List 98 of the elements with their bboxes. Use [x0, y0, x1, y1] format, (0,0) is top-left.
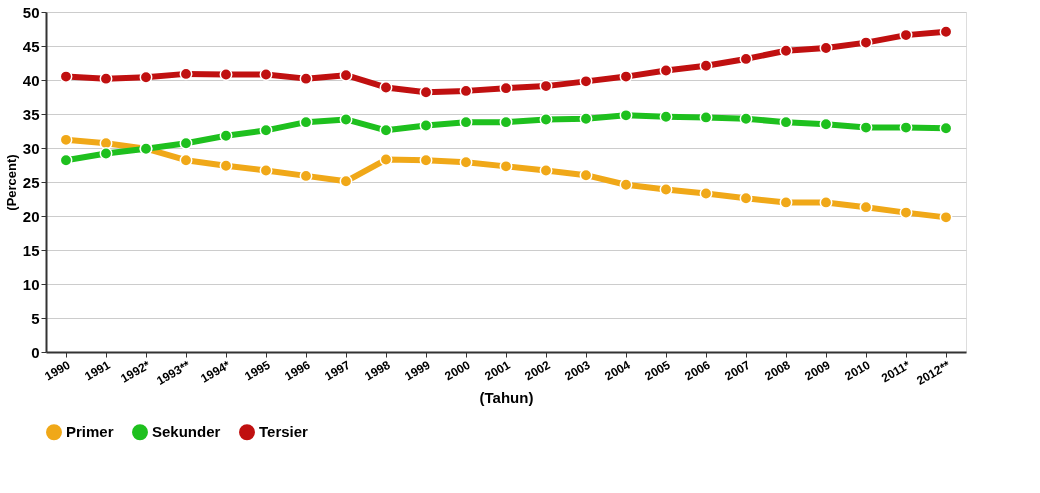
point: [659, 64, 673, 77]
x-tick-label: 1996: [282, 357, 313, 384]
x-tick-label: 2010: [842, 357, 873, 384]
point: [419, 85, 433, 99]
x-axis-title: (Tahun): [479, 389, 534, 407]
point: [59, 133, 73, 147]
point: [419, 119, 433, 132]
point: [179, 136, 193, 150]
x-tick-label: 1999: [402, 357, 433, 384]
point: [459, 115, 473, 129]
point: [339, 68, 353, 82]
point: [459, 155, 473, 169]
x-tick-label: 2008: [762, 357, 793, 384]
point: [659, 183, 673, 196]
point: [339, 113, 353, 126]
point: [299, 72, 313, 86]
y-tick-label: 15: [22, 241, 40, 259]
point: [259, 68, 273, 81]
x-tick-label: 2004: [602, 357, 633, 384]
point: [899, 121, 913, 135]
point: [99, 72, 113, 86]
point: [339, 174, 353, 188]
point: [699, 187, 713, 200]
point: [779, 115, 793, 129]
point: [259, 123, 273, 137]
point: [899, 28, 913, 42]
x-tick-label: 1998: [362, 357, 393, 384]
x-tick-label: 1991: [82, 357, 113, 384]
point: [859, 121, 873, 135]
x-tick-label: 2002: [522, 357, 553, 384]
point: [419, 153, 433, 167]
x-tick-label: 2005: [642, 357, 673, 384]
point: [939, 210, 953, 224]
x-tick-label: 2006: [682, 357, 713, 384]
point: [219, 129, 233, 143]
point: [739, 112, 753, 126]
point: [819, 41, 833, 55]
point: [139, 70, 153, 84]
point: [939, 121, 953, 135]
point: [499, 115, 513, 129]
point: [579, 74, 593, 88]
point: [859, 36, 873, 50]
y-tick-label: 5: [31, 309, 40, 327]
point: [499, 159, 513, 173]
point: [739, 52, 753, 66]
point: [699, 59, 713, 73]
point: [259, 164, 273, 177]
point: [539, 79, 553, 93]
point: [59, 153, 73, 167]
legend-label: Sekunder: [152, 423, 221, 441]
point: [219, 159, 233, 173]
point: [299, 169, 313, 183]
y-tick-label: 40: [22, 71, 40, 89]
y-tick-label: 10: [22, 275, 40, 293]
point: [579, 168, 593, 182]
point: [59, 70, 73, 84]
point: [459, 84, 473, 98]
y-tick-label: 30: [22, 139, 40, 157]
y-tick-label: 35: [22, 105, 40, 123]
point: [779, 195, 793, 209]
point: [99, 147, 113, 160]
point: [779, 44, 793, 58]
point: [619, 108, 633, 122]
y-tick-label: 45: [22, 37, 40, 55]
x-tick-label: 2003: [562, 357, 593, 384]
y-axis-title: (Percent): [3, 154, 19, 211]
x-tick-label: 1990: [42, 357, 73, 384]
point: [539, 164, 553, 177]
y-tick-label: 0: [31, 343, 40, 361]
point: [539, 113, 553, 126]
point: [379, 123, 393, 137]
legend-label: Tersier: [259, 423, 309, 441]
x-tick-label: 2009: [802, 357, 833, 384]
point: [939, 25, 953, 39]
legend-label: Primer: [66, 423, 114, 441]
y-tick-label: 20: [22, 207, 40, 225]
point: [499, 81, 513, 95]
point: [379, 81, 393, 94]
point: [179, 67, 193, 81]
x-tick-label: 2001: [482, 357, 513, 384]
point: [819, 117, 833, 131]
point: [179, 153, 193, 167]
point: [859, 200, 873, 214]
point: [899, 206, 913, 220]
y-tick-label: 25: [22, 173, 40, 191]
point: [219, 68, 233, 81]
point: [579, 112, 593, 126]
x-tick-label: 1995: [242, 357, 273, 384]
point: [299, 115, 313, 129]
y-tick-label: 50: [22, 3, 40, 21]
point: [659, 110, 673, 124]
point: [819, 195, 833, 209]
x-tick-label: 2000: [442, 357, 473, 384]
point: [619, 70, 633, 84]
point: [699, 110, 713, 124]
point: [619, 178, 633, 192]
point: [739, 191, 753, 205]
point: [379, 153, 393, 166]
